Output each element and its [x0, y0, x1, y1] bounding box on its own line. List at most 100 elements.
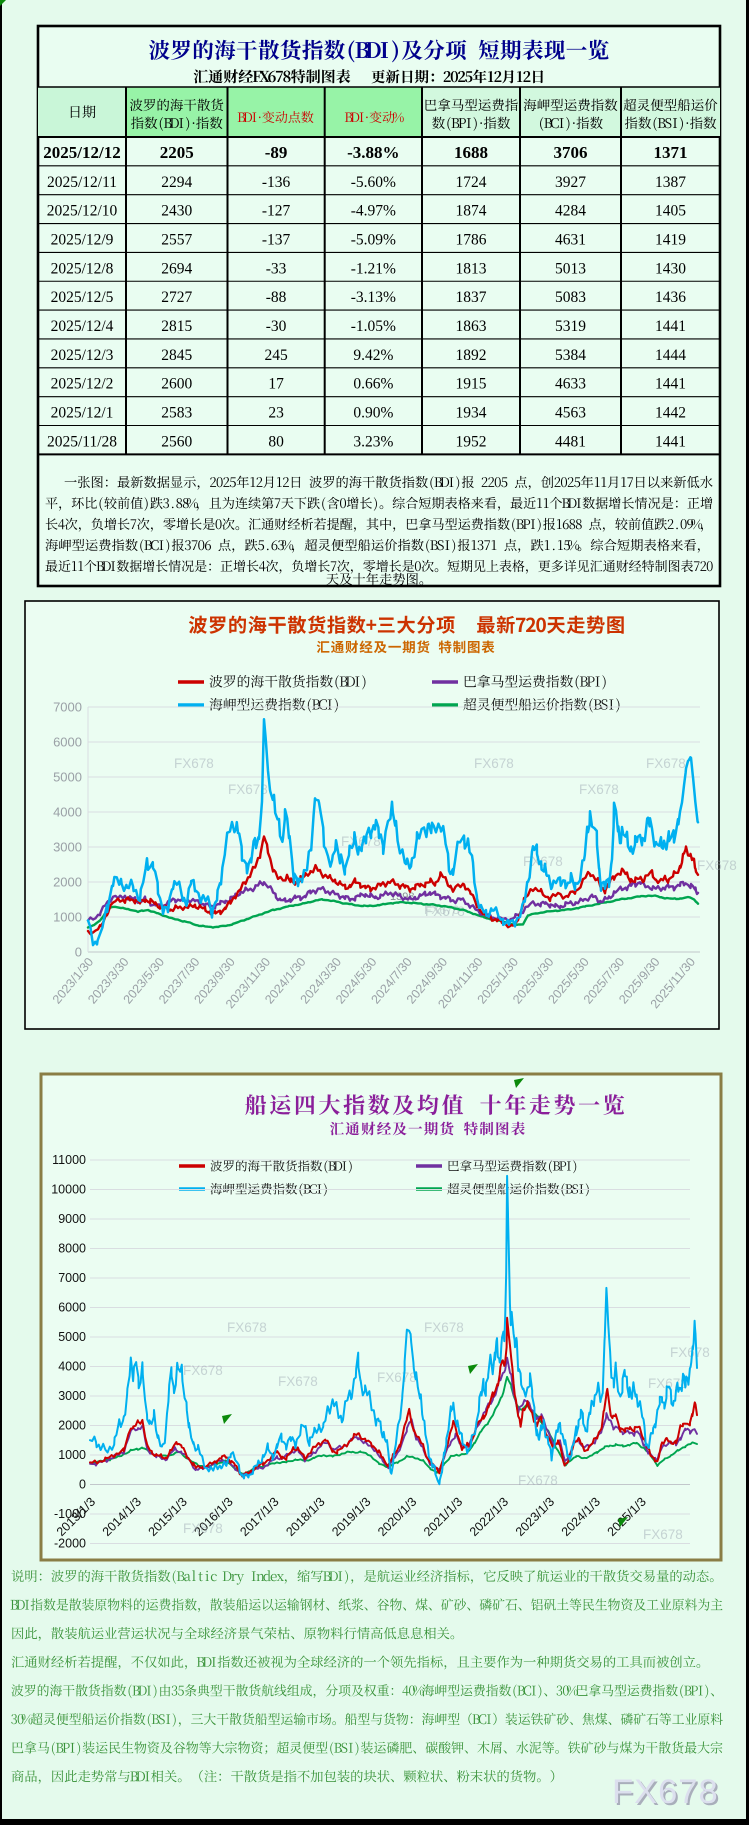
svg-text:FX678: FX678	[227, 1320, 267, 1335]
svg-text:5000: 5000	[53, 770, 82, 785]
svg-text:1000: 1000	[53, 910, 82, 925]
svg-text:FX678: FX678	[643, 1527, 683, 1542]
svg-text:3706: 3706	[554, 143, 588, 162]
svg-text:2557: 2557	[161, 231, 192, 248]
svg-text:1371: 1371	[654, 143, 688, 162]
svg-text:3.23%: 3.23%	[353, 433, 393, 450]
svg-text:3000: 3000	[58, 1389, 86, 1403]
svg-text:2025/12/10: 2025/12/10	[47, 203, 118, 220]
svg-text:0: 0	[79, 1478, 86, 1492]
svg-text:2025/12/1: 2025/12/1	[51, 405, 114, 422]
svg-text:FX678: FX678	[424, 1320, 464, 1335]
svg-text:2430: 2430	[161, 203, 192, 220]
svg-text:5384: 5384	[555, 347, 586, 364]
svg-text:FX678: FX678	[670, 1345, 710, 1360]
svg-text:1387: 1387	[655, 174, 686, 191]
svg-text:-137: -137	[262, 231, 291, 248]
svg-text:-1.05%: -1.05%	[351, 318, 396, 335]
svg-text:5000: 5000	[58, 1330, 86, 1344]
svg-text:1419: 1419	[655, 231, 686, 248]
svg-text:FX678: FX678	[183, 1363, 223, 1378]
svg-text:5013: 5013	[555, 260, 586, 277]
svg-text:1436: 1436	[655, 289, 686, 306]
svg-text:7000: 7000	[53, 700, 82, 715]
svg-text:FX678: FX678	[579, 782, 619, 797]
svg-text:2025/12/5: 2025/12/5	[51, 289, 114, 306]
svg-text:5083: 5083	[555, 289, 586, 306]
svg-text:FX678: FX678	[228, 782, 268, 797]
svg-text:2600: 2600	[161, 376, 192, 393]
svg-text:1892: 1892	[456, 347, 487, 364]
svg-text:2560: 2560	[161, 433, 192, 450]
svg-text:23: 23	[268, 405, 284, 422]
svg-text:1000: 1000	[58, 1448, 86, 1462]
svg-text:-5.09%: -5.09%	[351, 231, 396, 248]
svg-text:11000: 11000	[52, 1153, 86, 1167]
svg-text:2815: 2815	[161, 318, 192, 335]
svg-text:1688: 1688	[454, 143, 488, 162]
svg-text:1837: 1837	[456, 289, 487, 306]
svg-text:FX678: FX678	[174, 756, 214, 771]
svg-text:-3.88%: -3.88%	[347, 143, 399, 162]
svg-text:-30: -30	[266, 318, 287, 335]
svg-text:FX678: FX678	[518, 1473, 558, 1488]
svg-text:-2000: -2000	[54, 1537, 86, 1551]
svg-text:1934: 1934	[456, 405, 487, 422]
svg-text:1441: 1441	[655, 318, 686, 335]
svg-text:0.90%: 0.90%	[353, 405, 393, 422]
svg-text:0: 0	[75, 945, 82, 960]
svg-text:-1000: -1000	[54, 1507, 86, 1521]
svg-text:4000: 4000	[53, 805, 82, 820]
svg-text:FX678: FX678	[183, 1521, 223, 1536]
svg-text:-136: -136	[262, 174, 291, 191]
svg-text:2294: 2294	[161, 174, 192, 191]
svg-text:FX678: FX678	[646, 756, 686, 771]
svg-text:2025/12/12: 2025/12/12	[43, 143, 120, 162]
svg-text:9000: 9000	[58, 1212, 86, 1226]
svg-text:4631: 4631	[555, 231, 586, 248]
svg-text:2000: 2000	[53, 875, 82, 890]
svg-text:FX678: FX678	[523, 854, 563, 869]
svg-text:1442: 1442	[655, 405, 686, 422]
svg-text:1444: 1444	[655, 347, 686, 364]
svg-text:4481: 4481	[555, 433, 586, 450]
svg-text:-3.13%: -3.13%	[351, 289, 396, 306]
svg-text:2845: 2845	[161, 347, 192, 364]
svg-text:7000: 7000	[58, 1271, 86, 1285]
svg-text:-33: -33	[266, 260, 287, 277]
svg-text:4633: 4633	[555, 376, 586, 393]
svg-text:1952: 1952	[456, 433, 487, 450]
svg-text:245: 245	[264, 347, 288, 364]
svg-text:0.66%: 0.66%	[353, 376, 393, 393]
svg-text:10000: 10000	[51, 1183, 86, 1197]
svg-text:1813: 1813	[456, 260, 487, 277]
svg-text:-1.21%: -1.21%	[351, 260, 396, 277]
svg-text:6000: 6000	[58, 1301, 86, 1315]
svg-text:1863: 1863	[456, 318, 487, 335]
svg-text:1441: 1441	[655, 376, 686, 393]
svg-text:3927: 3927	[555, 174, 586, 191]
svg-text:2025/12/11: 2025/12/11	[47, 174, 117, 191]
svg-text:-5.60%: -5.60%	[351, 174, 396, 191]
svg-text:8000: 8000	[58, 1242, 86, 1256]
svg-text:-4.97%: -4.97%	[351, 203, 396, 220]
svg-text:1724: 1724	[456, 174, 487, 191]
svg-text:4284: 4284	[555, 203, 586, 220]
svg-text:2025/11/28: 2025/11/28	[47, 433, 117, 450]
svg-text:2727: 2727	[161, 289, 192, 306]
svg-text:-88: -88	[266, 289, 287, 306]
svg-text:2583: 2583	[161, 405, 192, 422]
svg-text:2205: 2205	[160, 143, 194, 162]
svg-text:1430: 1430	[655, 260, 686, 277]
svg-text:FX678: FX678	[614, 1775, 721, 1813]
svg-text:2025/12/8: 2025/12/8	[51, 260, 114, 277]
svg-text:1874: 1874	[456, 203, 487, 220]
svg-text:2025/12/3: 2025/12/3	[51, 347, 114, 364]
svg-text:1441: 1441	[655, 433, 686, 450]
svg-text:FX678: FX678	[377, 1370, 417, 1385]
svg-text:1786: 1786	[456, 231, 487, 248]
svg-text:3000: 3000	[53, 840, 82, 855]
svg-text:FX678: FX678	[612, 1773, 719, 1811]
svg-text:1405: 1405	[655, 203, 686, 220]
svg-text:-127: -127	[262, 203, 291, 220]
